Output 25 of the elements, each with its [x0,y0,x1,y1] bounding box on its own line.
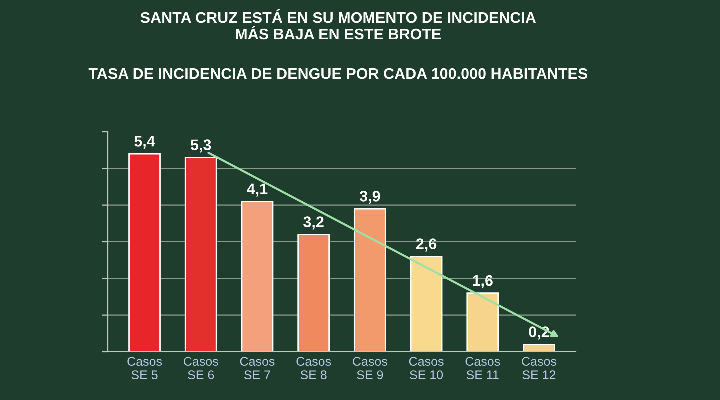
x-tick-label: Casos SE 9 [353,357,388,380]
bar [410,256,443,352]
data-label: 3,2 [304,216,324,230]
data-label: 3,9 [360,190,380,204]
data-label: 2,6 [416,238,437,252]
bar [523,344,556,352]
x-tick-label: Casos SE 12 [522,357,556,380]
data-label: 5,3 [190,140,212,153]
data-label: 4,1 [247,184,268,197]
bar [298,234,330,352]
bar [354,208,386,352]
x-tick-label: Casos SE 6 [184,357,218,380]
bar [184,156,218,352]
x-tick-label: Casos SE 8 [296,357,332,380]
data-label: 1,6 [473,275,493,288]
chart-title: SANTA CRUZ ESTÁ EN SU MOMENTO DE INCIDENCIA MÁS BAJA EN ESTE BROTE [140,10,536,40]
x-tick-label: Casos SE 10 [409,357,444,380]
x-tick-label: Casos SE 7 [240,357,275,380]
chart-subtitle: TASA DE INCIDENCIA DE DENGUE POR CADA 100.000 HABITANTES [88,68,588,80]
bar [128,153,161,352]
bar [241,200,274,352]
x-tick-label: Casos SE 11 [466,357,500,380]
data-label: 5,4 [134,136,156,150]
x-tick-label: Casos SE 5 [128,357,162,380]
bar [466,292,500,352]
